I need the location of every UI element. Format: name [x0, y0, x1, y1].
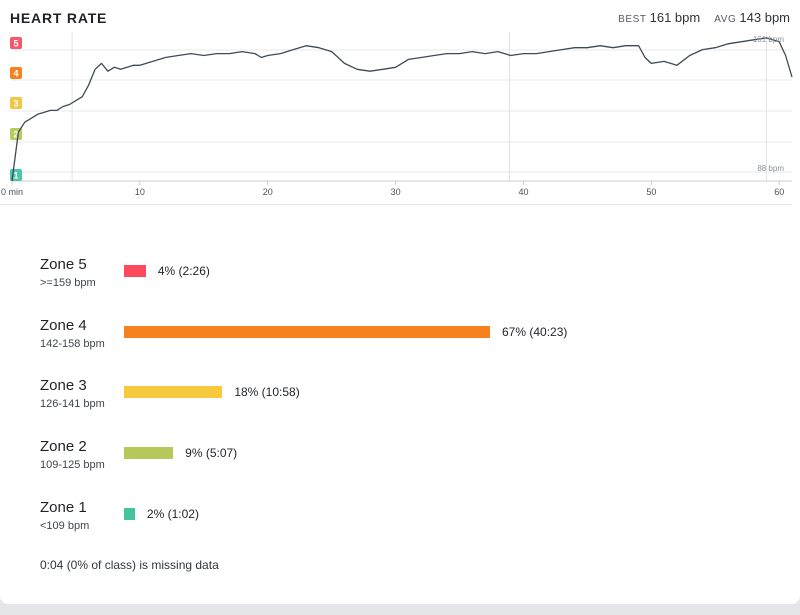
- zone-1-bar: [124, 508, 135, 520]
- zone-4-name: Zone 4: [40, 317, 87, 334]
- zone-2-value-label: 9% (5:07): [185, 446, 238, 460]
- zone-2-badge-label: 2: [13, 130, 18, 140]
- heart-rate-line-chart: 0 min 10 20 30 40 50 60 1 2 3 4 5 161 bpm 88 bpm: [1, 32, 793, 197]
- zone-3-badge-label: 3: [13, 99, 18, 109]
- zone-4-range: 142-158 bpm: [40, 338, 105, 350]
- zone-3-bar: [124, 386, 223, 398]
- zone-3-range: 126-141 bpm: [40, 398, 105, 410]
- zone-1-value-label: 2% (1:02): [146, 507, 199, 521]
- zone-5-badge-label: 5: [13, 39, 18, 49]
- zone-1-range: <109 bpm: [40, 520, 90, 532]
- heart-rate-series-line: [11, 37, 793, 182]
- x-tick-label: 0 min: [1, 187, 23, 197]
- card-header: HEART RATE BEST 161 bpm AVG 143 bpm: [0, 0, 800, 32]
- zone-2-bar: [124, 447, 174, 459]
- x-tick-label: 20: [263, 187, 273, 197]
- avg-value: 143 bpm: [739, 10, 790, 25]
- zone-5-bar: [124, 265, 146, 277]
- min-bpm-annotation: 88 bpm: [757, 164, 784, 173]
- summary-stats: BEST 161 bpm AVG 143 bpm: [618, 10, 790, 25]
- best-label: BEST: [618, 14, 647, 25]
- zone-5-badge: [10, 37, 22, 49]
- missing-data-note: 0:04 (0% of class) is missing data: [40, 558, 219, 572]
- zone-1-name: Zone 1: [40, 499, 87, 516]
- zone-4-bar: [124, 326, 490, 338]
- zone-4-badge: [10, 67, 22, 79]
- zone-2-range: 109-125 bpm: [40, 459, 105, 471]
- chart-divider: [0, 204, 792, 205]
- avg-label: AVG: [714, 14, 737, 25]
- card-title: HEART RATE: [10, 10, 108, 26]
- zone-3-value-label: 18% (10:58): [234, 385, 300, 399]
- zone-3-name: Zone 3: [40, 377, 87, 394]
- zone-5-range: >=159 bpm: [40, 277, 96, 289]
- zone-5-name: Zone 5: [40, 256, 87, 273]
- zone-5-value-label: 4% (2:26): [157, 264, 210, 278]
- x-tick-label: 30: [391, 187, 401, 197]
- x-tick-label: 40: [518, 187, 528, 197]
- x-tick-label: 60: [774, 187, 784, 197]
- x-tick-label: 10: [135, 187, 145, 197]
- best-value: 161 bpm: [649, 10, 701, 25]
- zone-4-badge-label: 4: [13, 69, 18, 79]
- max-bpm-annotation: 161 bpm: [753, 35, 784, 44]
- zone-3-badge: [10, 97, 22, 109]
- zone-2-name: Zone 2: [40, 438, 87, 455]
- x-tick-label: 50: [646, 187, 656, 197]
- zone-4-value-label: 67% (40:23): [502, 325, 568, 339]
- zone-1-badge-label: 1: [13, 171, 18, 181]
